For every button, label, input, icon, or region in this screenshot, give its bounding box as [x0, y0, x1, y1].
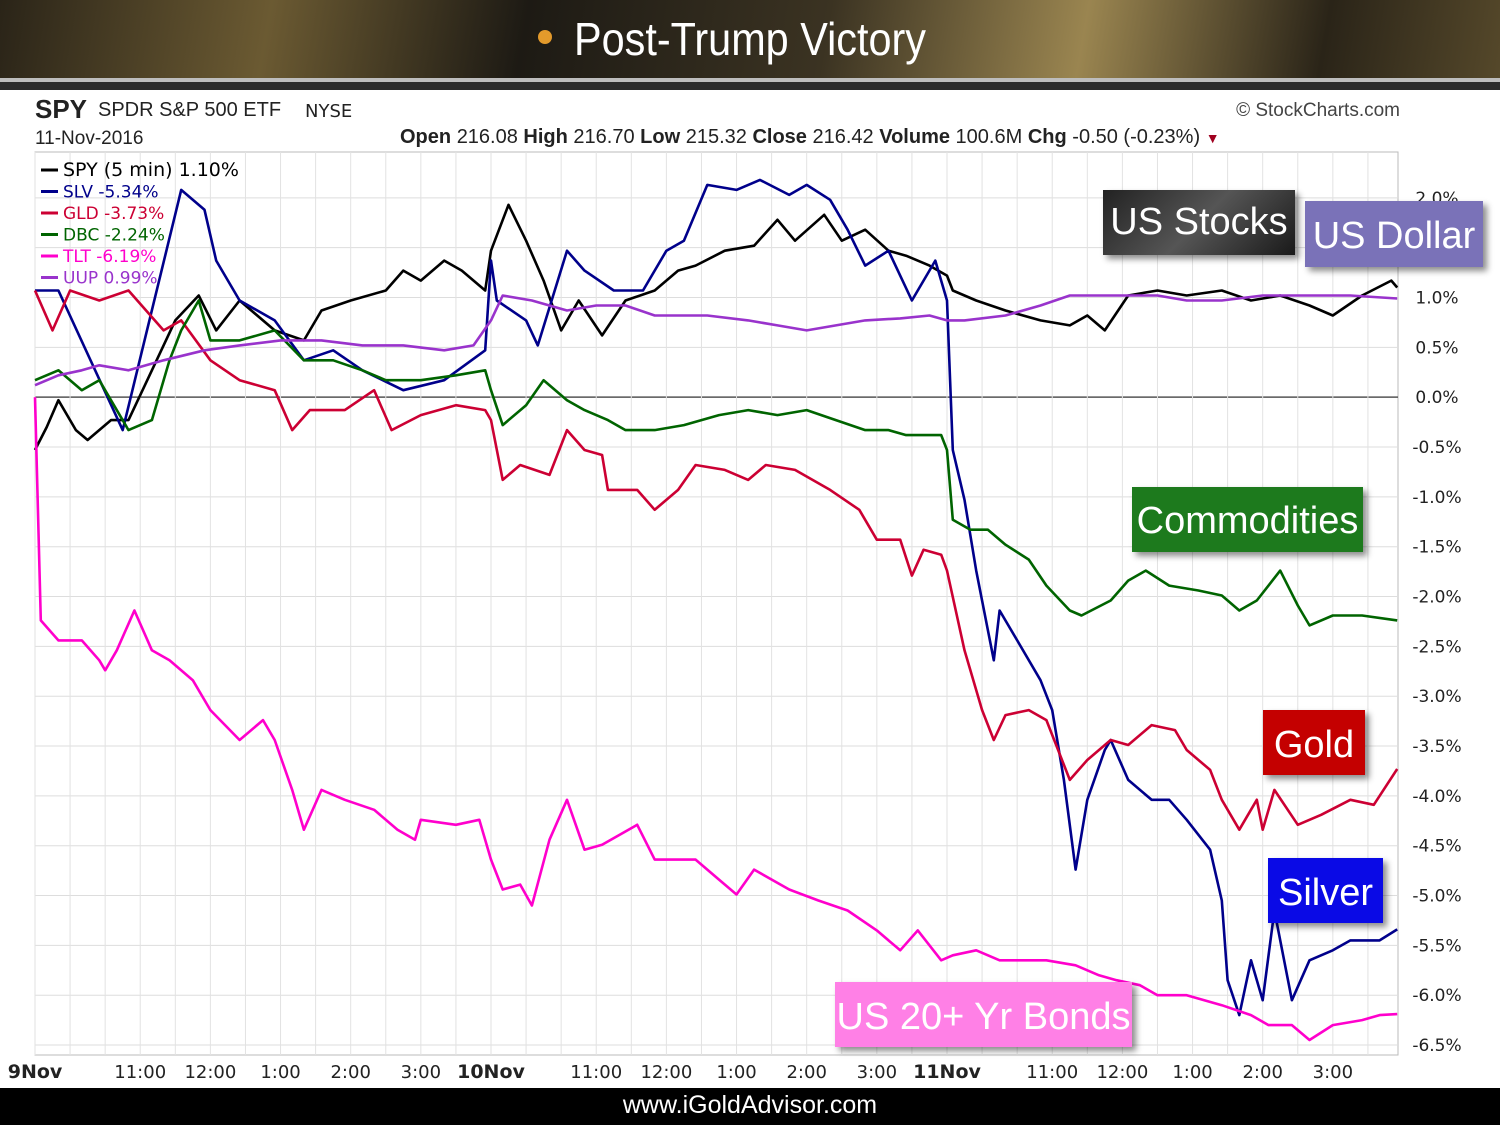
series-line-tlt	[33, 397, 1398, 1042]
y-tick-label: -6.5%	[1412, 1036, 1461, 1056]
axes: 2.0%1.0%0.5%0.0%-0.5%-1.0%-1.5%-2.0%-2.5…	[8, 189, 1462, 1083]
annotation-silver: Silver	[1268, 858, 1383, 923]
y-tick-label: 0.0%	[1415, 388, 1458, 408]
y-tick-label: -3.0%	[1412, 687, 1461, 707]
y-tick-label: -5.0%	[1412, 887, 1461, 907]
x-tick-label: 11:00	[1026, 1062, 1078, 1083]
x-tick-label: 1:00	[260, 1062, 300, 1083]
y-tick-label: -4.0%	[1412, 787, 1461, 807]
annotation-commodities: Commodities	[1132, 487, 1363, 552]
x-tick-label: 9Nov	[8, 1061, 63, 1083]
x-tick-label: 11Nov	[913, 1061, 981, 1083]
series-line-slv	[35, 178, 1398, 1017]
series-line-uup	[34, 294, 1398, 387]
x-tick-label: 2:00	[330, 1062, 370, 1083]
bullet-icon	[538, 30, 552, 44]
open-value: 216.08	[456, 126, 518, 148]
divider	[0, 82, 1500, 90]
down-arrow-icon: ▼	[1205, 130, 1220, 146]
legend-entry: GLD -3.73%	[63, 204, 164, 224]
y-tick-label: -6.0%	[1412, 986, 1461, 1006]
y-tick-label: -1.0%	[1412, 488, 1461, 508]
x-tick-label: 1:00	[716, 1062, 756, 1083]
x-tick-label: 2:00	[1242, 1062, 1282, 1083]
low-label: Low	[640, 126, 681, 148]
volume-label: Volume	[879, 126, 950, 148]
open-label: Open	[400, 126, 452, 148]
annotation-gold: Gold	[1263, 710, 1365, 775]
x-tick-label: 3:00	[857, 1062, 897, 1083]
close-label: Close	[752, 126, 807, 148]
source-credit: © StockCharts.com	[1236, 100, 1400, 121]
legend-entry: DBC -2.24%	[63, 226, 165, 246]
annotation-us-stocks: US Stocks	[1103, 190, 1295, 255]
high-value: 216.70	[573, 126, 635, 148]
chart-date: 11-Nov-2016	[35, 128, 144, 149]
title-bar	[0, 0, 1500, 82]
legend-entry: UUP 0.99%	[63, 269, 158, 289]
x-tick-label: 12:00	[1096, 1062, 1148, 1083]
legend-entry: TLT -6.19%	[62, 247, 156, 267]
low-value: 215.32	[685, 126, 747, 148]
legend: SPY (5 min) 1.10%SLV -5.34%GLD -3.73%DBC…	[41, 159, 239, 289]
x-tick-label: 2:00	[786, 1062, 826, 1083]
y-tick-label: -4.5%	[1412, 837, 1461, 857]
exchange: NYSE	[305, 101, 353, 122]
chg-value: -0.50 (-0.23%)	[1072, 126, 1201, 148]
y-tick-label: -1.5%	[1412, 538, 1461, 558]
x-tick-label: 11:00	[114, 1062, 166, 1083]
volume-value: 100.6M	[955, 126, 1023, 148]
security-name: SPDR S&P 500 ETF	[98, 99, 282, 121]
footer-url: www.iGoldAdvisor.com	[0, 1088, 1500, 1125]
y-tick-label: -0.5%	[1412, 438, 1461, 458]
legend-entry: SLV -5.34%	[63, 183, 159, 203]
y-tick-label: 0.5%	[1415, 338, 1458, 358]
x-tick-label: 11:00	[570, 1062, 622, 1083]
y-tick-label: 1.0%	[1415, 289, 1458, 309]
chg-label: Chg	[1027, 126, 1067, 148]
y-tick-label: -3.5%	[1412, 737, 1461, 757]
slide-title: Post-Trump Victory	[574, 13, 926, 65]
series-lines	[33, 178, 1399, 1042]
plot-area	[34, 151, 1399, 1056]
ohlc-row: Open 216.08 High 216.70 Low 215.32 Close…	[400, 126, 1220, 149]
symbol: SPY	[35, 94, 88, 124]
close-value: 216.42	[812, 126, 874, 148]
x-tick-label: 3:00	[1313, 1062, 1353, 1083]
y-tick-label: -2.0%	[1412, 588, 1461, 608]
x-tick-label: 12:00	[640, 1062, 692, 1083]
y-tick-label: -5.5%	[1412, 936, 1461, 956]
annotation-bonds: US 20+ Yr Bonds	[835, 982, 1132, 1047]
legend-entry: SPY (5 min) 1.10%	[63, 159, 239, 181]
x-tick-label: 12:00	[184, 1062, 236, 1083]
series-line-gld	[33, 289, 1399, 832]
x-tick-label: 1:00	[1172, 1062, 1212, 1083]
y-tick-label: -2.5%	[1412, 637, 1461, 657]
x-tick-label: 3:00	[401, 1062, 441, 1083]
x-tick-label: 10Nov	[457, 1061, 525, 1083]
series-line-dbc	[34, 299, 1398, 627]
series-line-spy	[33, 203, 1399, 451]
grid	[34, 151, 1399, 1056]
high-label: High	[523, 126, 568, 148]
annotation-us-dollar: US Dollar	[1305, 201, 1483, 267]
